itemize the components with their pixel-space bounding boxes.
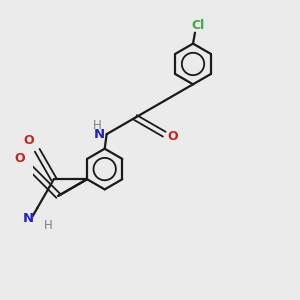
Text: N: N (23, 212, 34, 225)
Text: O: O (23, 134, 34, 147)
Text: H: H (93, 119, 102, 132)
Text: H: H (44, 219, 53, 232)
Text: N: N (94, 128, 105, 141)
Text: Cl: Cl (191, 19, 204, 32)
Text: O: O (167, 130, 178, 142)
Text: O: O (14, 152, 25, 165)
